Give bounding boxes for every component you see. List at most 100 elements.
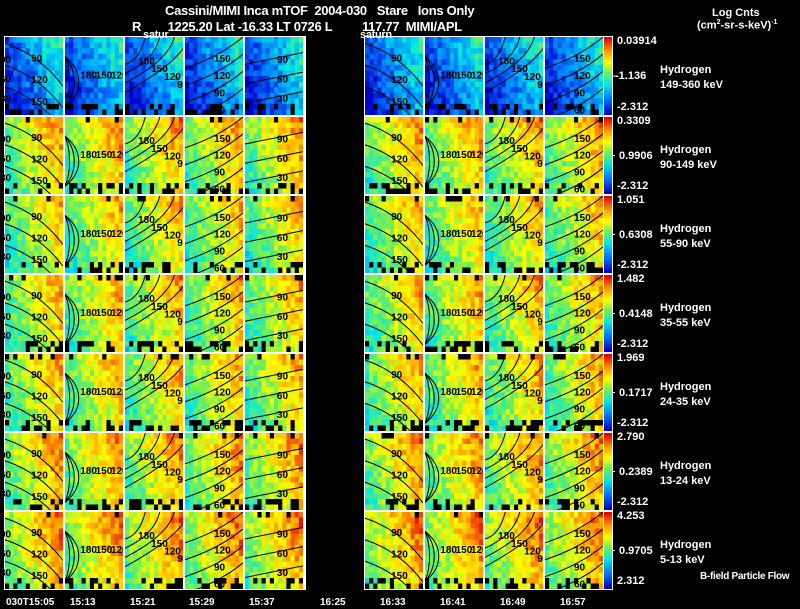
heatmap-cell <box>193 150 198 156</box>
heatmap-cell <box>429 117 434 123</box>
heatmap-cell <box>209 59 215 66</box>
heatmap-cell <box>118 98 124 105</box>
heatmap-cell <box>98 267 103 274</box>
heatmap-cell <box>257 144 262 151</box>
heatmap-cell <box>125 103 130 110</box>
heatmap-cell <box>238 48 244 55</box>
heatmap-cell <box>590 87 596 94</box>
heatmap-cell <box>154 262 159 268</box>
heatmap-cell <box>65 166 70 173</box>
heatmap-cell <box>425 64 430 71</box>
heatmap-cell <box>290 76 296 82</box>
heatmap-cell <box>129 53 134 60</box>
heatmap-cell <box>58 53 64 60</box>
contour-label: 120 <box>214 71 231 82</box>
heatmap-cell <box>389 92 395 99</box>
colorbar-segment <box>604 38 612 42</box>
heatmap-cell <box>114 251 120 257</box>
heatmap-cell <box>261 109 267 116</box>
heatmap-cell <box>133 262 138 268</box>
heatmap-cell <box>145 188 151 195</box>
heatmap-cell <box>429 103 434 110</box>
heatmap-cell <box>141 183 147 189</box>
heatmap-cell <box>17 98 22 105</box>
heatmap-cell <box>25 262 31 268</box>
heatmap-cell <box>13 177 18 184</box>
heatmap-cell <box>50 223 56 230</box>
heatmap-cell <box>85 117 91 123</box>
heatmap-cell <box>373 133 378 140</box>
heatmap-cell <box>410 76 416 82</box>
heatmap-cell <box>118 207 124 213</box>
heatmap-cell <box>369 139 374 145</box>
heatmap-cell <box>398 188 403 195</box>
heatmap-cell <box>394 87 399 94</box>
heatmap-cell <box>290 81 296 88</box>
heatmap-cell <box>65 183 70 189</box>
heatmap-cell <box>414 42 420 49</box>
heatmap-cell <box>81 133 87 140</box>
heatmap-cell <box>278 109 283 116</box>
heatmap-cell <box>474 42 480 49</box>
heatmap-cell <box>110 196 116 202</box>
heatmap-cell <box>389 64 395 71</box>
heatmap-cell <box>174 37 180 43</box>
heatmap-cell <box>98 212 103 219</box>
heatmap-cell <box>534 103 540 110</box>
heatmap-cell <box>574 92 579 99</box>
heatmap-cell <box>137 37 142 43</box>
heatmap-cell <box>245 109 250 116</box>
heatmap-cell <box>526 117 531 123</box>
heatmap-cell <box>114 155 120 162</box>
heatmap-cell <box>162 98 167 105</box>
heatmap-cell <box>594 59 600 66</box>
heatmap-cell <box>214 81 219 88</box>
heatmap-cell <box>377 183 382 189</box>
heatmap-cell <box>17 53 22 60</box>
heatmap-cell <box>21 109 27 116</box>
heatmap-cell <box>381 117 387 123</box>
heatmap-cell <box>234 161 240 167</box>
heatmap-cell <box>265 81 271 88</box>
heatmap-cell <box>17 48 22 55</box>
heatmap-cell <box>166 70 171 77</box>
contour-line <box>4 42 64 87</box>
heatmap-cell <box>418 117 424 123</box>
heatmap-cell <box>586 59 591 66</box>
heatmap-cell <box>46 37 51 43</box>
heatmap-cell <box>365 139 370 145</box>
heatmap-cell <box>245 87 250 94</box>
heatmap-cell <box>582 42 587 49</box>
heatmap-cell <box>569 59 575 66</box>
heatmap-cell <box>174 251 180 257</box>
heatmap-cell <box>373 76 378 82</box>
heatmap-cell <box>449 122 455 129</box>
heatmap-cell <box>110 150 116 156</box>
heatmap-cell <box>245 122 250 129</box>
heatmap-cell <box>158 240 163 246</box>
heatmap-cell <box>46 128 51 134</box>
heatmap-cell <box>73 139 78 145</box>
heatmap-cell <box>474 177 480 184</box>
heatmap-cell <box>586 183 591 189</box>
heatmap-cell <box>81 251 87 257</box>
heatmap-cell <box>294 98 300 105</box>
heatmap-cell <box>530 48 536 55</box>
heatmap-cell <box>458 53 463 60</box>
heatmap-cell <box>214 37 219 43</box>
heatmap-cell <box>257 109 262 116</box>
heatmap-cell <box>21 177 27 184</box>
panel-border <box>484 36 544 116</box>
heatmap-cell <box>561 76 567 82</box>
heatmap-cell <box>505 59 511 66</box>
heatmap-cell <box>586 81 591 88</box>
heatmap-cell <box>505 166 511 173</box>
heatmap-cell <box>106 256 111 263</box>
heatmap-cell <box>389 70 395 77</box>
heatmap-cell <box>197 133 202 140</box>
heatmap-cell <box>294 177 300 184</box>
heatmap-cell <box>13 53 18 60</box>
heatmap-cell <box>458 188 463 195</box>
heatmap-cell <box>265 172 271 178</box>
heatmap-cell <box>189 166 194 173</box>
